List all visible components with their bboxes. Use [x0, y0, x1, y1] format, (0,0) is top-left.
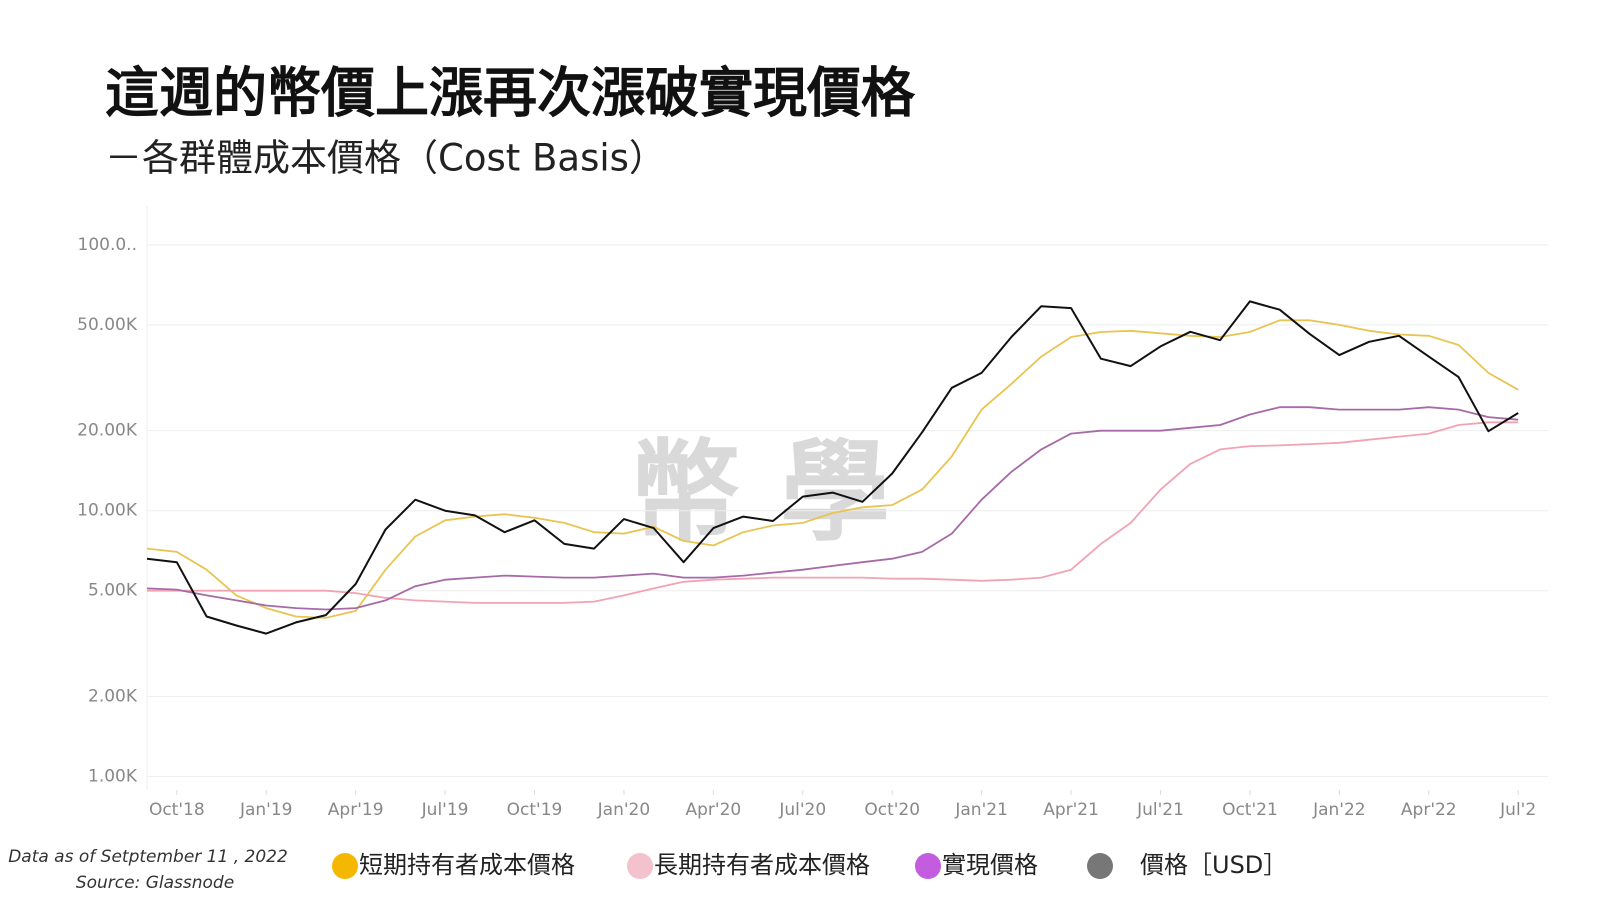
y-tick-label: 2.00K [88, 687, 138, 707]
legend-label: 短期持有者成本價格 [359, 851, 575, 879]
y-tick-label: 10.00K [77, 501, 138, 521]
x-tick-label: Oct'21 [1222, 800, 1278, 820]
legend-label: 長期持有者成本價格 [654, 851, 870, 879]
y-tick-label: 20.00K [77, 421, 138, 441]
y-tick-label: 50.00K [77, 315, 138, 335]
legend-swatch [627, 853, 653, 879]
x-tick-label: Oct'20 [864, 800, 920, 820]
legend-swatch [1087, 853, 1113, 879]
x-tick-label: Jul'2 [1499, 800, 1536, 820]
series-line [147, 421, 1519, 604]
y-tick-label: 5.00K [88, 581, 138, 601]
y-tick-label: 1.00K [88, 767, 138, 787]
watermark: 幣學 [630, 428, 930, 556]
x-tick-label: Jan'21 [954, 800, 1008, 820]
legend-label: 價格［USD］ [1140, 851, 1287, 879]
x-tick-label: Jan'20 [597, 800, 651, 820]
series-line [146, 319, 1519, 619]
x-tick-label: Jul'21 [1136, 800, 1184, 820]
x-tick-label: Jul'20 [778, 800, 826, 820]
chart-title: 這週的幣價上漲再次漲破實現價格 [105, 62, 916, 125]
legend-swatch [915, 853, 941, 879]
chart-subtitle: －各群體成本價格（Cost Basis） [105, 137, 666, 180]
x-tick-label: Apr'19 [328, 800, 384, 820]
x-tick-label: Oct'19 [507, 800, 563, 820]
legend-swatch [332, 853, 358, 879]
series-line [146, 406, 1519, 611]
x-tick-label: Jul'19 [421, 800, 469, 820]
x-tick-label: Jan'19 [239, 800, 293, 820]
series-line [146, 300, 1519, 635]
x-tick-label: Jan'22 [1312, 800, 1366, 820]
x-tick-label: Apr'20 [686, 800, 742, 820]
source: Source: Glassnode [76, 873, 234, 893]
note: Data as of Setptember 11 , 2022 [8, 847, 288, 867]
x-tick-label: Apr'22 [1401, 800, 1457, 820]
legend-label: 實現價格 [942, 851, 1038, 879]
x-tick-label: Oct'18 [149, 800, 205, 820]
y-tick-label: 100.0.. [78, 235, 137, 255]
x-tick-label: Apr'21 [1043, 800, 1099, 820]
